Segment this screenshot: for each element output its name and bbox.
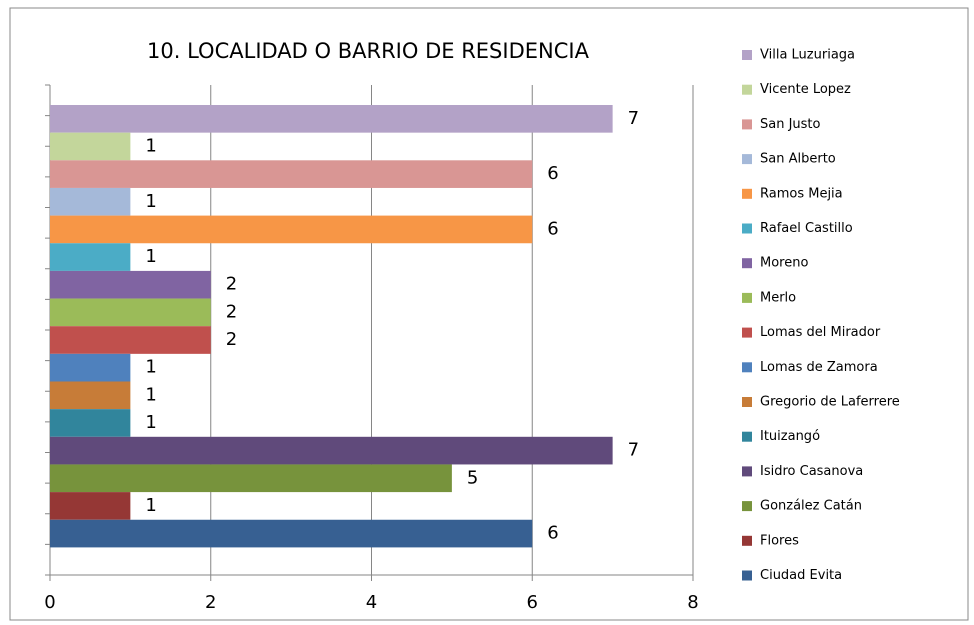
chart-title: 10. LOCALIDAD O BARRIO DE RESIDENCIA bbox=[147, 39, 590, 63]
x-tick-label: 6 bbox=[527, 592, 538, 613]
data-label: 1 bbox=[145, 135, 156, 156]
data-label: 6 bbox=[547, 218, 558, 239]
data-label: 7 bbox=[628, 440, 639, 461]
legend-label: Merlo bbox=[760, 290, 796, 305]
bar bbox=[50, 409, 131, 437]
data-label: 2 bbox=[226, 301, 237, 322]
legend-swatch bbox=[742, 292, 752, 303]
legend-label: Gregorio de Laferrere bbox=[760, 395, 900, 410]
bar bbox=[50, 298, 211, 327]
legend-swatch bbox=[742, 327, 752, 338]
legend-label: Ramos Mejia bbox=[760, 186, 843, 201]
legend-swatch bbox=[742, 501, 752, 512]
bar bbox=[50, 105, 613, 133]
legend-swatch bbox=[742, 431, 752, 442]
data-label: 5 bbox=[467, 467, 478, 488]
legend-swatch bbox=[742, 154, 752, 165]
data-label: 1 bbox=[145, 412, 156, 433]
data-label: 7 bbox=[628, 108, 639, 129]
x-tick-label: 0 bbox=[44, 592, 55, 613]
bar bbox=[50, 270, 211, 299]
data-label: 1 bbox=[145, 246, 156, 267]
legend-swatch bbox=[742, 223, 752, 234]
bar bbox=[50, 353, 131, 382]
legend-label: Flores bbox=[760, 533, 799, 548]
data-label: 6 bbox=[547, 163, 558, 184]
legend-label: Ciudad Evita bbox=[760, 568, 842, 583]
data-label: 1 bbox=[145, 495, 156, 516]
legend-label: Lomas de Zamora bbox=[760, 360, 878, 375]
legend-label: Rafael Castillo bbox=[760, 221, 853, 236]
data-label: 6 bbox=[547, 523, 558, 544]
legend-label: Villa Luzuriaga bbox=[760, 48, 855, 63]
legend-swatch bbox=[742, 397, 752, 407]
legend-swatch bbox=[742, 50, 752, 60]
legend-swatch bbox=[742, 466, 752, 477]
legend-label: Isidro Casanova bbox=[760, 464, 863, 479]
legend-swatch bbox=[742, 188, 752, 199]
legend-label: San Alberto bbox=[760, 152, 836, 167]
legend-label: Moreno bbox=[760, 256, 808, 271]
bar bbox=[50, 243, 131, 271]
legend-label: Lomas del Mirador bbox=[760, 325, 881, 340]
bar bbox=[50, 519, 533, 548]
data-label: 1 bbox=[145, 357, 156, 378]
data-label: 2 bbox=[226, 329, 237, 350]
bar bbox=[50, 381, 131, 410]
legend-label: Vicente Lopez bbox=[760, 82, 851, 97]
x-tick-label: 4 bbox=[366, 592, 377, 613]
legend-swatch bbox=[742, 535, 752, 546]
legend-swatch bbox=[742, 119, 752, 130]
x-tick-label: 2 bbox=[205, 592, 216, 613]
legend-swatch bbox=[742, 258, 752, 269]
data-label: 1 bbox=[145, 191, 156, 212]
bar bbox=[50, 436, 613, 465]
x-tick-label: 8 bbox=[687, 592, 698, 613]
legend-swatch bbox=[742, 570, 752, 581]
data-label: 2 bbox=[226, 274, 237, 295]
legend-swatch bbox=[742, 84, 752, 95]
bar bbox=[50, 187, 131, 216]
bar bbox=[50, 326, 211, 354]
legend-label: San Justo bbox=[760, 117, 821, 132]
bar bbox=[50, 464, 452, 493]
legend-swatch bbox=[742, 362, 752, 373]
bar bbox=[50, 215, 533, 244]
legend-label: Ituizangó bbox=[760, 429, 820, 444]
bar bbox=[50, 132, 131, 161]
bar bbox=[50, 492, 131, 520]
legend-label: González Catán bbox=[760, 499, 862, 514]
bar bbox=[50, 160, 533, 188]
data-label: 1 bbox=[145, 384, 156, 405]
